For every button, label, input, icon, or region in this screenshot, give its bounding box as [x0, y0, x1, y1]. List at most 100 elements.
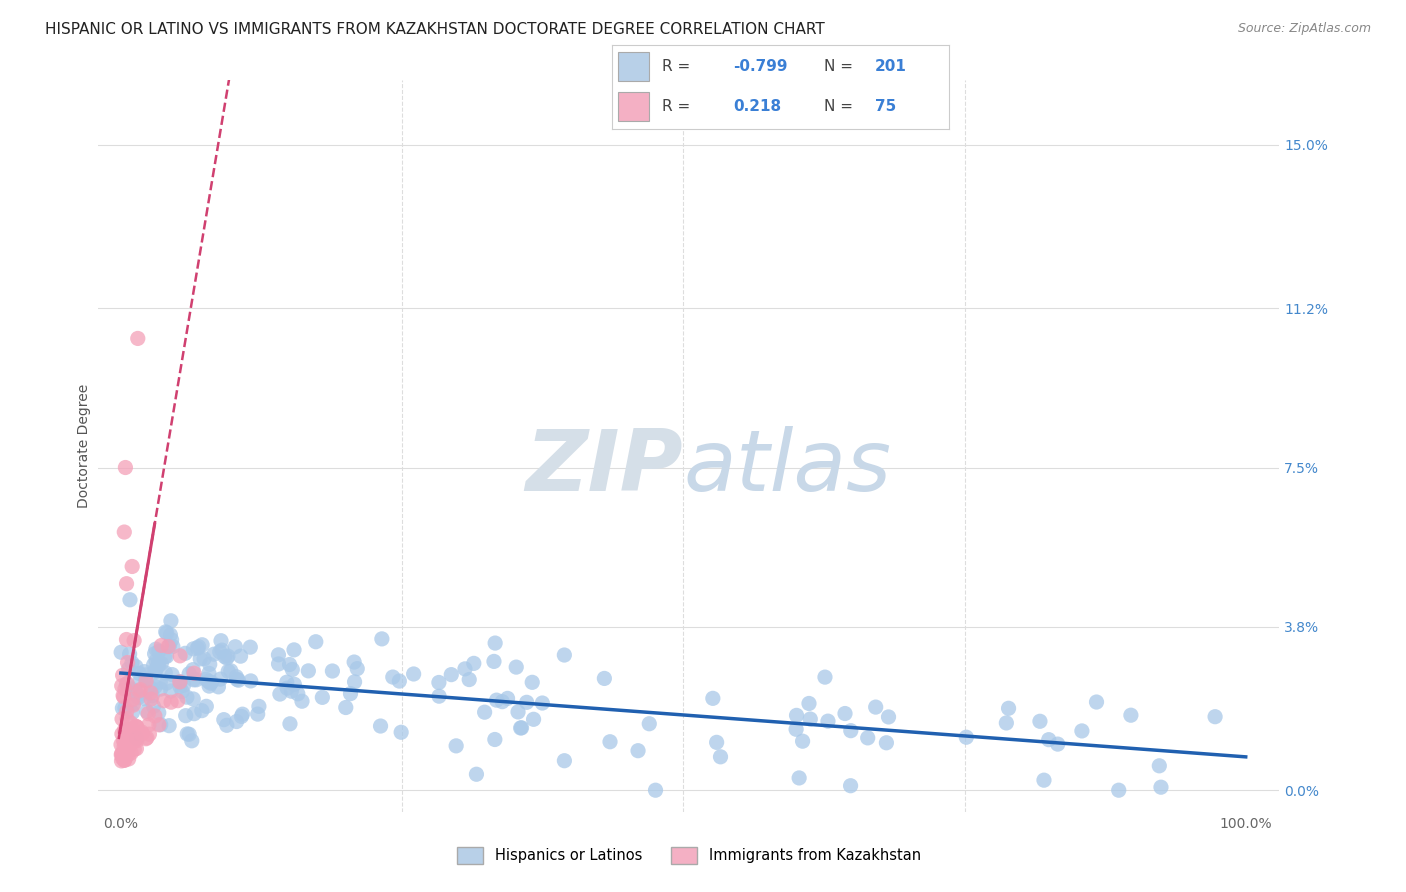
Point [955, 730, 977, 744]
Point [120, 723, 142, 737]
Point [484, 636, 506, 650]
Point [186, 673, 208, 687]
Point [112, 689, 135, 703]
Point [125, 741, 148, 756]
Point [814, 670, 837, 684]
Point [125, 733, 148, 747]
Point [224, 640, 246, 654]
Point [343, 655, 366, 669]
Point [212, 713, 235, 727]
Point [115, 632, 138, 647]
Point [157, 640, 180, 654]
Point [283, 677, 305, 691]
Point [135, 731, 157, 745]
Point [172, 684, 194, 698]
Point [118, 647, 141, 661]
Point [522, 675, 544, 690]
Point [1119, 708, 1142, 723]
Point [474, 705, 496, 719]
Point [225, 673, 247, 687]
Point [155, 676, 177, 690]
Point [865, 700, 887, 714]
Point [200, 676, 222, 690]
Point [343, 674, 366, 689]
Point [117, 738, 139, 752]
Point [111, 668, 134, 682]
Point [291, 694, 314, 708]
Point [491, 695, 513, 709]
Point [1149, 759, 1171, 773]
Point [160, 695, 183, 709]
Point [482, 654, 505, 668]
Point [246, 707, 269, 722]
Text: Source: ZipAtlas.com: Source: ZipAtlas.com [1237, 22, 1371, 36]
Point [134, 665, 156, 679]
Point [153, 694, 176, 708]
Point [112, 736, 135, 750]
Point [209, 672, 232, 686]
Point [817, 714, 839, 728]
Point [150, 639, 173, 653]
Point [195, 699, 218, 714]
Point [135, 668, 157, 682]
Point [115, 677, 138, 691]
Point [1085, 695, 1108, 709]
Point [112, 748, 135, 763]
Point [143, 680, 166, 694]
Point [183, 666, 205, 681]
Point [110, 747, 132, 762]
Point [1038, 732, 1060, 747]
Point [339, 687, 361, 701]
Point [506, 705, 529, 719]
Point [225, 670, 247, 684]
Point [112, 733, 135, 747]
Text: HISPANIC OR LATINO VS IMMIGRANTS FROM KAZAKHSTAN DOCTORATE DEGREE CORRELATION CH: HISPANIC OR LATINO VS IMMIGRANTS FROM KA… [45, 22, 825, 37]
Point [281, 663, 304, 677]
Point [839, 723, 862, 738]
Point [139, 692, 162, 706]
Point [283, 643, 305, 657]
Point [276, 681, 298, 695]
Point [112, 753, 135, 767]
Point [111, 727, 134, 741]
Text: ZIP: ZIP [526, 426, 683, 509]
Point [112, 748, 135, 763]
Point [389, 725, 412, 739]
Point [149, 717, 172, 731]
Point [115, 712, 138, 726]
Point [179, 666, 201, 681]
Point [225, 714, 247, 729]
Point [122, 735, 145, 749]
FancyBboxPatch shape [619, 53, 648, 81]
Point [198, 666, 221, 681]
Text: 0.218: 0.218 [733, 99, 782, 114]
Point [627, 744, 650, 758]
Point [122, 734, 145, 748]
Point [162, 640, 184, 654]
Point [215, 651, 238, 665]
Point [1046, 737, 1069, 751]
Point [115, 676, 138, 690]
Point [702, 691, 724, 706]
Point [114, 723, 136, 737]
Point [1033, 773, 1056, 788]
Point [110, 738, 132, 752]
Point [149, 681, 172, 696]
Point [176, 727, 198, 741]
Point [111, 747, 134, 762]
Point [427, 675, 450, 690]
Point [120, 715, 142, 730]
Point [599, 735, 621, 749]
Point [180, 733, 202, 747]
Point [129, 673, 152, 688]
Point [176, 690, 198, 705]
Point [785, 723, 807, 737]
Point [125, 720, 148, 734]
Point [485, 693, 508, 707]
Point [1150, 780, 1173, 795]
Point [157, 719, 180, 733]
Point [335, 700, 357, 714]
Point [321, 664, 343, 678]
Point [1029, 714, 1052, 729]
Point [122, 742, 145, 756]
